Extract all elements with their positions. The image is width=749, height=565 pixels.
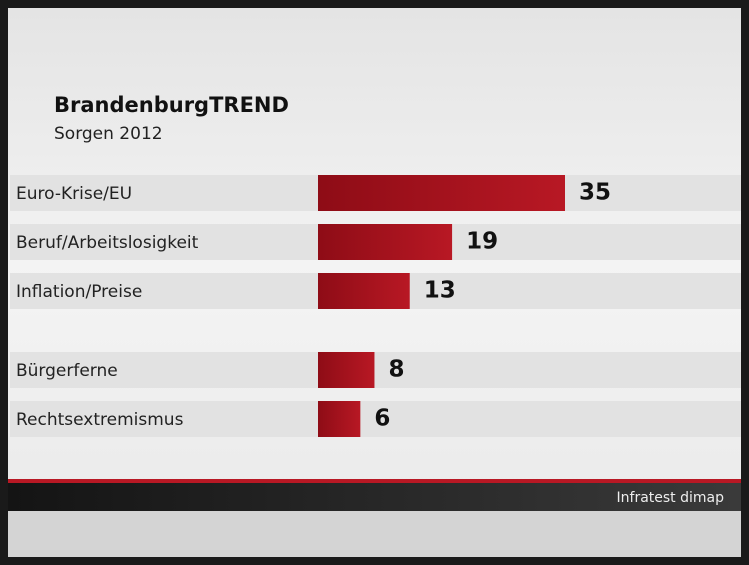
source-band: [8, 483, 741, 511]
bar: [318, 401, 361, 437]
footer: [8, 511, 741, 557]
value-label: 8: [388, 357, 404, 383]
value-label: 35: [579, 180, 611, 206]
band-line: [8, 479, 741, 483]
value-label: 19: [466, 229, 498, 255]
bar: [318, 224, 453, 260]
row-background: [10, 401, 741, 437]
value-label: 6: [374, 406, 390, 432]
chart-subtitle: Sorgen 2012: [54, 124, 163, 144]
source: Infratest dimap: [617, 490, 725, 506]
category-label: Inflation/Preise: [16, 282, 142, 302]
category-label: Beruf/Arbeitslosigkeit: [16, 233, 199, 253]
value-label: 13: [424, 278, 456, 304]
bar: [318, 175, 565, 211]
category-label: Euro-Krise/EU: [16, 184, 132, 204]
category-label: Bürgerferne: [16, 361, 118, 381]
chart-title: BrandenburgTREND: [54, 93, 289, 117]
category-label: Rechtsextremismus: [16, 410, 184, 430]
bar: [318, 352, 375, 388]
bar: [318, 273, 410, 309]
row-background: [10, 352, 741, 388]
